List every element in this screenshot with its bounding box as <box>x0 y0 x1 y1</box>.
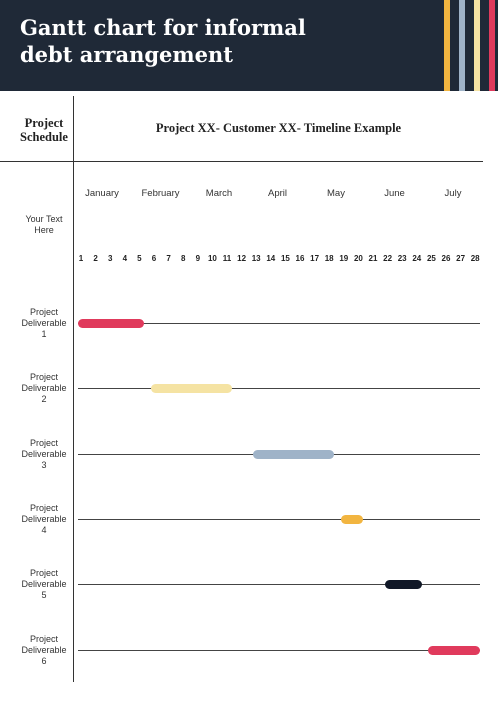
day-label: 28 <box>470 254 480 263</box>
deliverable-label: Project Deliverable 2 <box>21 372 67 405</box>
day-label: 3 <box>107 254 113 263</box>
row-line <box>78 323 480 324</box>
your-text-here-label: Your Text Here <box>25 214 63 235</box>
day-label: 9 <box>195 254 201 263</box>
day-label: 5 <box>137 254 142 263</box>
month-label: July <box>444 188 462 199</box>
day-label: 7 <box>166 254 171 263</box>
gantt-bar <box>384 580 422 590</box>
deliverable-label: Project Deliverable 4 <box>21 502 67 535</box>
month-label: March <box>205 188 233 199</box>
deliverable-label: Project Deliverable 6 <box>21 633 67 666</box>
gantt-bar <box>253 449 335 459</box>
day-label: 16 <box>295 254 305 263</box>
month-label: April <box>267 188 287 199</box>
day-label: 21 <box>368 254 378 263</box>
deliverable-label: Project Deliverable 3 <box>21 437 67 470</box>
day-label: 15 <box>280 254 290 263</box>
deliverable-label: Project Deliverable 5 <box>21 568 67 601</box>
month-label: May <box>327 188 345 199</box>
header-stripe <box>474 0 480 91</box>
day-label: 10 <box>207 254 217 263</box>
month-label: June <box>384 188 405 199</box>
day-label: 1 <box>78 254 84 263</box>
day-label: 2 <box>93 254 98 263</box>
day-label: 4 <box>122 254 128 263</box>
header-stripe <box>444 0 450 91</box>
gantt-bar <box>428 645 481 655</box>
day-label: 12 <box>237 254 247 263</box>
month-label: February <box>141 188 180 199</box>
row-line <box>78 388 480 390</box>
table-horizontal-divider <box>0 161 483 162</box>
gantt-bar <box>151 384 232 394</box>
gantt-bar <box>340 514 364 524</box>
day-label: 17 <box>310 254 320 263</box>
day-label: 22 <box>383 254 393 263</box>
day-label: 27 <box>456 254 466 263</box>
row-line <box>78 518 480 520</box>
project-schedule-header: Project Schedule <box>20 116 68 144</box>
row-line <box>78 649 480 651</box>
page-title: Gantt chart for informal debt arrangemen… <box>20 15 306 67</box>
day-label: 19 <box>339 254 349 263</box>
row-line <box>78 584 480 586</box>
day-label: 18 <box>324 254 334 263</box>
page-header: Gantt chart for informal debt arrangemen… <box>0 0 498 91</box>
day-label: 13 <box>251 254 261 263</box>
day-label: 25 <box>426 254 436 263</box>
header-stripe <box>489 0 495 91</box>
day-label: 24 <box>412 254 422 263</box>
day-label: 26 <box>441 254 451 263</box>
day-label: 14 <box>266 254 276 263</box>
day-label: 20 <box>353 254 363 263</box>
timeline-title: Project XX- Customer XX- Timeline Exampl… <box>155 121 402 135</box>
day-label: 11 <box>222 254 232 263</box>
deliverable-label: Project Deliverable 1 <box>21 307 67 339</box>
day-label: 8 <box>180 254 186 263</box>
day-label: 23 <box>397 254 407 263</box>
gantt-bar <box>78 319 145 328</box>
day-label: 6 <box>151 254 157 263</box>
table-vertical-divider <box>73 96 74 682</box>
month-label: January <box>85 188 119 199</box>
header-stripe <box>459 0 465 91</box>
